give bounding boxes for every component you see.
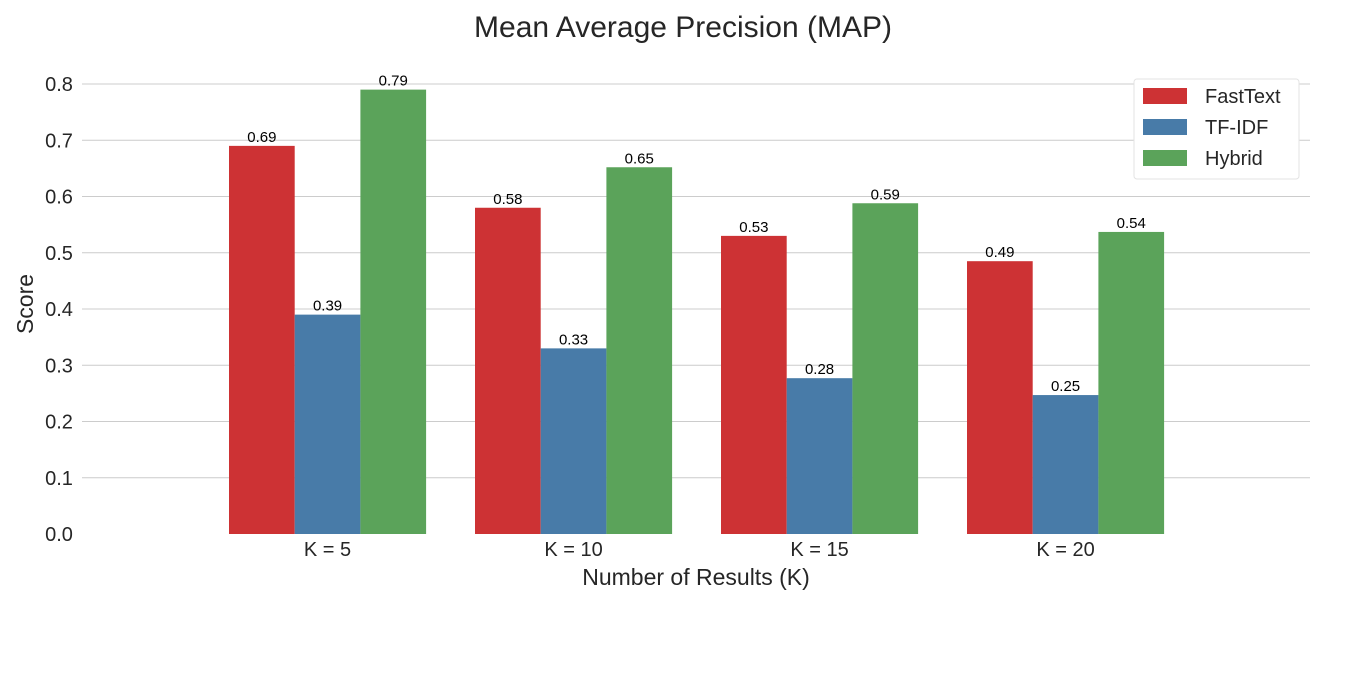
y-tick-label: 0.8: [45, 74, 73, 96]
bar-fasttext: [229, 145, 295, 534]
bar-tf-idf: [540, 348, 607, 534]
bar-value-label: 0.54: [1117, 215, 1146, 232]
x-tick-label: K = 15: [790, 539, 848, 561]
bar-value-labels: 0.69 0.39 0.79 0.58 0.33 0.65 0.53 0.28 0.59 0.49…: [247, 73, 1146, 395]
x-axis-label: Number of Results (K): [582, 564, 810, 590]
y-tick-label: 0.2: [45, 412, 73, 434]
bar-tf-idf: [1032, 395, 1099, 534]
bar-fasttext: [475, 207, 541, 534]
bar-value-label: 0.69: [247, 129, 276, 146]
x-tick-label: K = 10: [544, 539, 602, 561]
y-tick-label: 0.0: [45, 524, 73, 546]
y-tick-label: 0.7: [45, 130, 73, 152]
legend-swatch: [1143, 119, 1187, 135]
bar-fasttext: [967, 261, 1033, 534]
bar-tf-idf: [786, 378, 853, 534]
x-tick-label: K = 5: [304, 539, 351, 561]
legend: FastText TF-IDF Hybrid: [1133, 78, 1300, 180]
bar-value-label: 0.28: [805, 361, 834, 378]
x-axis-ticks: K = 5 K = 10 K = 15 K = 20: [304, 539, 1095, 561]
bar-hybrid: [606, 167, 673, 534]
bar-fasttext: [721, 235, 787, 534]
bar-value-label: 0.49: [985, 244, 1014, 261]
bar-value-label: 0.65: [625, 150, 654, 167]
bar-value-label: 0.59: [871, 186, 900, 203]
bar-hybrid: [360, 89, 427, 534]
chart-title: Mean Average Precision (MAP): [474, 11, 892, 44]
bar-value-label: 0.53: [739, 219, 768, 236]
y-tick-label: 0.6: [45, 187, 73, 209]
y-tick-label: 0.3: [45, 355, 73, 377]
bar-value-label: 0.39: [313, 298, 342, 315]
bar-value-label: 0.25: [1051, 378, 1080, 395]
x-tick-label: K = 20: [1036, 539, 1094, 561]
legend-swatch: [1143, 88, 1187, 104]
bar-hybrid: [1098, 231, 1165, 534]
bars: [229, 89, 1165, 534]
y-axis-ticks: 0.0 0.1 0.2 0.3 0.4 0.5 0.6 0.7 0.8: [45, 74, 73, 546]
legend-label: FastText: [1205, 86, 1281, 108]
bar-value-label: 0.79: [379, 73, 408, 90]
y-tick-label: 0.4: [45, 299, 73, 321]
y-tick-label: 0.5: [45, 243, 73, 265]
bar-value-label: 0.33: [559, 331, 588, 348]
y-axis-label: Score: [12, 274, 38, 334]
legend-label: TF-IDF: [1205, 117, 1268, 139]
y-tick-label: 0.1: [45, 468, 73, 490]
legend-label: Hybrid: [1205, 148, 1263, 170]
bar-value-label: 0.58: [493, 191, 522, 208]
bar-hybrid: [852, 203, 919, 534]
bar-tf-idf: [294, 314, 361, 534]
legend-swatch: [1143, 150, 1187, 166]
